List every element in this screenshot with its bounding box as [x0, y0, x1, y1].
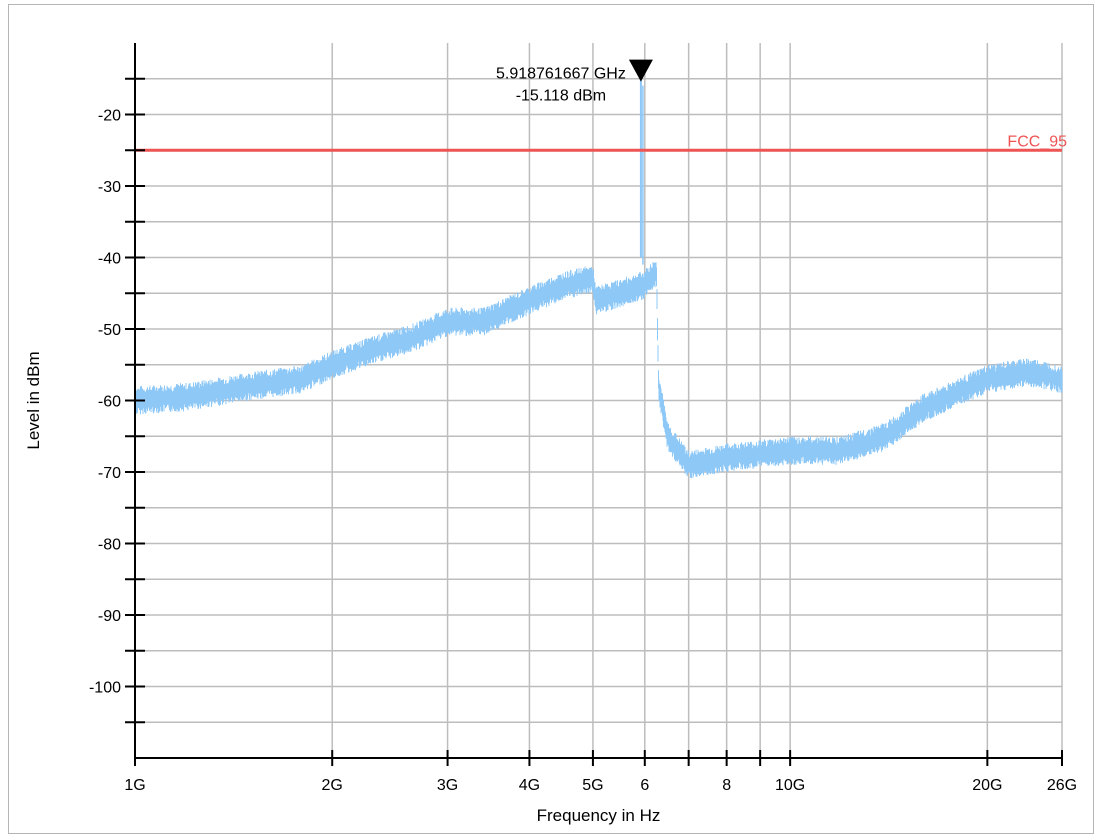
y-tick-label: -20: [98, 108, 121, 125]
y-tick-label: -90: [98, 608, 121, 625]
y-tick-label: -40: [98, 251, 121, 268]
marker-frequency-label: 5.918761667 GHz: [496, 66, 626, 83]
limit-line-label: FCC_95: [1007, 133, 1067, 150]
x-tick-label: 5G: [582, 777, 603, 794]
x-tick-label: 1G: [124, 777, 145, 794]
y-tick-label: -100: [89, 680, 121, 697]
x-tick-label: 26G: [1047, 777, 1077, 794]
x-tick-label: 4G: [519, 777, 540, 794]
chart-frame: FCC_95 -20 -30 -40 -50 -60 -70 -80 -90 -100 1G 2G 3…: [8, 4, 1094, 834]
grid: [134, 43, 1063, 758]
x-tick-label: 20G: [972, 777, 1002, 794]
x-tick-label: 10G: [775, 777, 805, 794]
x-tick-label: 3G: [437, 777, 458, 794]
y-tick-label: -60: [98, 394, 121, 411]
y-tick-label: -70: [98, 465, 121, 482]
peak-marker[interactable]: 5.918761667 GHz -15.118 dBm: [496, 59, 653, 105]
x-tick-label: 2G: [322, 777, 343, 794]
y-tick-label: -30: [98, 179, 121, 196]
y-tick-label: -80: [98, 537, 121, 554]
spectrum-chart: FCC_95 -20 -30 -40 -50 -60 -70 -80 -90 -100 1G 2G 3…: [24, 43, 1077, 825]
marker-level-label: -15.118 dBm: [516, 88, 606, 105]
limit-line-group: FCC_95: [135, 133, 1067, 152]
y-tick-label: -50: [98, 322, 121, 339]
marker-triangle-icon[interactable]: [628, 59, 653, 82]
y-axis-label: Level in dBm: [24, 351, 43, 449]
x-tick-label: 6: [640, 777, 649, 794]
trace-band: [134, 262, 1063, 479]
spectrum-trace: [134, 79, 1063, 479]
axes: -20 -30 -40 -50 -60 -70 -80 -90 -100 1G 2G 3G 4G 5G 6 8…: [89, 43, 1077, 794]
x-tick-label: 8: [722, 777, 731, 794]
x-axis-label: Frequency in Hz: [537, 806, 661, 825]
